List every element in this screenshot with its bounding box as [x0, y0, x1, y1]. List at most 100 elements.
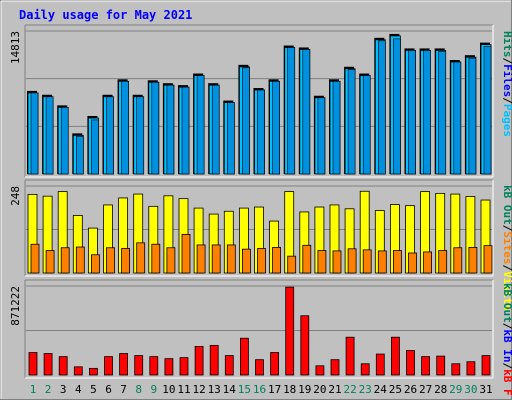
- bar-sites: [272, 246, 282, 274]
- bar-sites: [60, 247, 70, 274]
- x-axis-labels: 1 2 3 4 5 6 7 8 9 10 11 12 13 14 15 16 17 18 19 20 21 22 23 24 2…: [30, 383, 493, 396]
- bar-sites: [302, 244, 312, 274]
- day-label: 21: [328, 383, 341, 396]
- bar-kbf: [451, 363, 461, 376]
- bar-sites: [196, 244, 206, 274]
- day-label: 18: [283, 383, 296, 396]
- day-label: 27: [419, 383, 432, 396]
- bar-sites: [30, 243, 40, 274]
- bar-kbf: [255, 359, 264, 376]
- panel-kbytes: 871222 kB Out/kB In/kB F: [9, 279, 512, 396]
- chart-title: Daily usage for May 2021: [19, 8, 192, 22]
- bar-kbf: [119, 353, 128, 376]
- day-label: 13: [208, 383, 221, 396]
- bar-files: [377, 40, 386, 175]
- bar-kbf: [179, 357, 189, 376]
- day-label: 26: [404, 383, 417, 396]
- bar-sites: [211, 244, 221, 274]
- bar-kbf: [134, 355, 144, 376]
- bar-sites: [453, 247, 463, 274]
- bar-files: [151, 81, 160, 175]
- day-label: 4: [75, 383, 82, 396]
- bar-kbf: [239, 337, 249, 376]
- legend-kbytes: kB Out/kB In/kB F: [501, 283, 512, 396]
- day-label: 25: [389, 383, 402, 396]
- day-label: 29: [449, 383, 462, 396]
- bar-sites: [226, 244, 236, 274]
- bar-files: [106, 96, 114, 175]
- legend-hits-files-pages: Hits/Files/Pages: [501, 31, 512, 137]
- legend-item: kB In: [501, 329, 512, 362]
- bar-files: [136, 96, 144, 175]
- bar-files: [227, 102, 235, 175]
- day-label: 19: [298, 383, 311, 396]
- bar-files: [347, 69, 356, 175]
- bar-kbf: [421, 356, 431, 376]
- bar-files: [408, 50, 416, 175]
- legend-item: Files: [501, 64, 512, 97]
- bar-files: [166, 84, 175, 175]
- legend-item: Hits: [501, 31, 512, 58]
- bar-kbf: [285, 286, 295, 376]
- bar-sites: [392, 250, 402, 274]
- max-label-hits-files-pages: 14813: [9, 31, 22, 64]
- bar-kbf: [345, 336, 355, 376]
- legend-item: kB Out: [501, 185, 512, 225]
- bar-files: [332, 81, 341, 175]
- bar-kbf: [466, 361, 476, 376]
- legend-item: Visits: [501, 271, 512, 311]
- bar-files: [272, 81, 280, 175]
- bar-sites: [121, 248, 130, 274]
- bar-files: [483, 46, 492, 175]
- bar-files: [468, 57, 477, 175]
- day-label: 10: [162, 383, 175, 396]
- bar-kbf: [89, 367, 98, 376]
- bar-files: [242, 67, 250, 175]
- day-label: 12: [192, 383, 205, 396]
- legend-item: kB Out: [501, 283, 512, 323]
- bar-sites: [75, 246, 85, 274]
- day-label: 9: [150, 383, 157, 396]
- bar-sites: [151, 243, 161, 274]
- day-label: 31: [479, 383, 492, 396]
- bar-sites: [241, 248, 251, 274]
- max-label-visits-sites: 248: [9, 186, 22, 206]
- bar-files: [91, 119, 99, 175]
- day-label: 2: [45, 383, 52, 396]
- bar-files: [211, 84, 220, 175]
- bar-files: [257, 89, 265, 175]
- bar-kbf: [43, 353, 53, 376]
- legend-item: /: [501, 363, 512, 370]
- bar-kbf: [104, 356, 113, 376]
- bar-sites: [362, 249, 372, 274]
- max-label-kbytes: 871222: [9, 286, 22, 326]
- bar-sites: [91, 254, 100, 274]
- legend-item: /: [501, 265, 512, 272]
- bar-sites: [45, 250, 55, 274]
- legend-item: /: [501, 323, 512, 330]
- bar-kbf: [436, 355, 446, 376]
- day-label: 11: [177, 383, 190, 396]
- bar-files: [453, 61, 462, 175]
- bar-files: [362, 75, 371, 175]
- bar-kbf: [149, 356, 159, 376]
- legend-item: /: [501, 225, 512, 232]
- day-label: 14: [223, 383, 237, 396]
- bar-sites: [136, 242, 146, 274]
- day-label: 1: [30, 383, 37, 396]
- bar-files: [30, 92, 39, 175]
- day-label: 8: [135, 383, 142, 396]
- bar-kbf: [194, 345, 204, 376]
- bar-sites: [287, 255, 297, 274]
- legend-item: /: [501, 97, 512, 104]
- bar-sites: [438, 250, 448, 274]
- bar-kbf: [270, 352, 280, 376]
- day-label: 24: [374, 383, 388, 396]
- day-label: 22: [343, 383, 356, 396]
- bar-files: [317, 97, 326, 175]
- bar-sites: [332, 250, 342, 274]
